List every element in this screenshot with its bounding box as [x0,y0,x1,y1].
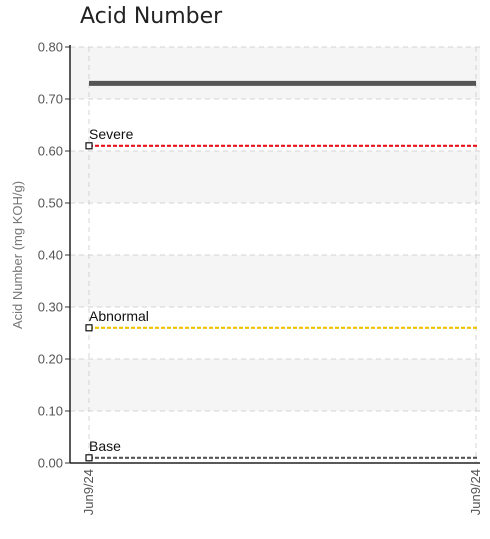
threshold-marker-severe[interactable] [85,142,93,150]
background-band [71,151,480,203]
threshold-label-abnormal: Abnormal [89,308,149,324]
chart-title: Acid Number [80,4,223,29]
threshold-marker-base[interactable] [85,454,93,462]
y-tick-label: 0.80 [38,40,63,55]
background-band [71,411,480,463]
y-tick-label: 0.60 [38,144,63,159]
threshold-label-base: Base [89,438,121,454]
y-tick-label: 0.20 [38,352,63,367]
background-band [71,47,480,99]
threshold-marker-abnormal[interactable] [85,324,93,332]
y-tick-label: 0.50 [38,196,63,211]
y-tick-label: 0.30 [38,300,63,315]
background-band [71,307,480,359]
background-band [71,359,480,411]
x-tick-label: Jun9/24 [81,469,96,515]
background-band [71,99,480,151]
background-band [71,203,480,255]
y-tick-label: 0.40 [38,248,63,263]
y-axis-label: Acid Number (mg KOH/g) [10,181,25,329]
y-tick-label: 0.70 [38,92,63,107]
background-band [71,255,480,307]
threshold-label-severe: Severe [89,126,134,142]
y-tick-label: 0.00 [38,456,63,471]
y-tick-label: 0.10 [38,404,63,419]
x-tick-label: Jun9/24 [468,469,483,515]
